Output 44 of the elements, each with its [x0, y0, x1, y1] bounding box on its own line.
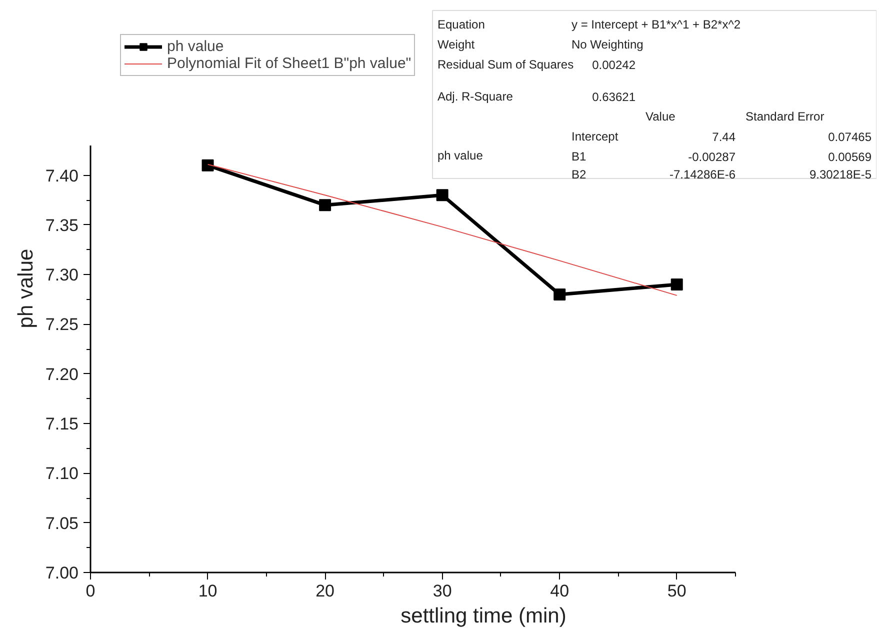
- y-tick-label: 7.35: [45, 216, 79, 235]
- text: Intercept: [572, 130, 619, 144]
- point: [670, 278, 683, 291]
- text: 7.44: [712, 130, 736, 144]
- text: Standard Error: [746, 110, 824, 124]
- x-tick-label: 0: [86, 582, 96, 600]
- x-tick-label: 20: [316, 582, 335, 600]
- annotation: -7.14286E-6: [669, 168, 736, 182]
- y-tick-label: 7.20: [45, 364, 79, 384]
- point: [436, 189, 448, 202]
- x-axis-title: settling time (min): [400, 604, 566, 628]
- annotation: ph value: [438, 148, 484, 162]
- text: 0.63621: [592, 90, 636, 104]
- legend-label: ph value: [167, 38, 224, 55]
- text: 0.07465: [828, 130, 872, 144]
- y-tick-label: 7.40: [45, 166, 79, 186]
- text: 9.30218E-5: [809, 168, 872, 182]
- y-tick-label: 7.05: [45, 514, 79, 533]
- annotation: B1: [572, 150, 587, 164]
- text: No Weighting: [572, 38, 644, 52]
- legend-label: Polynomial Fit of Sheet1 B"ph value": [167, 55, 412, 72]
- y-tick-label: 7.15: [45, 414, 79, 434]
- text: Value: [646, 110, 676, 124]
- annotation: -0.00287: [688, 150, 736, 164]
- x-tick-label: 30: [432, 582, 452, 600]
- point: [319, 199, 332, 212]
- text: Equation: [438, 18, 485, 32]
- x-tick-label: 50: [667, 582, 686, 600]
- x-tick-label: 40: [550, 582, 570, 600]
- point: [554, 288, 566, 300]
- point: [202, 159, 214, 172]
- text: Weight: [438, 38, 476, 52]
- text: Adj. R-Square: [438, 90, 514, 104]
- text: 0.00569: [828, 150, 872, 164]
- text: y = Intercept + B1*x^1 + B2*x^2: [572, 18, 741, 32]
- y-tick-label: 7.10: [45, 464, 79, 484]
- y-tick-label: 7.25: [45, 315, 79, 334]
- y-tick-label: 7.30: [45, 266, 79, 285]
- y-axis-title: ph value: [14, 248, 38, 328]
- text: 0.00242: [592, 58, 636, 72]
- annotation: B2: [572, 168, 587, 182]
- text: Residual Sum of Squares: [438, 58, 574, 72]
- x-tick-label: 10: [198, 582, 218, 600]
- y-tick-label: 7.00: [45, 564, 79, 582]
